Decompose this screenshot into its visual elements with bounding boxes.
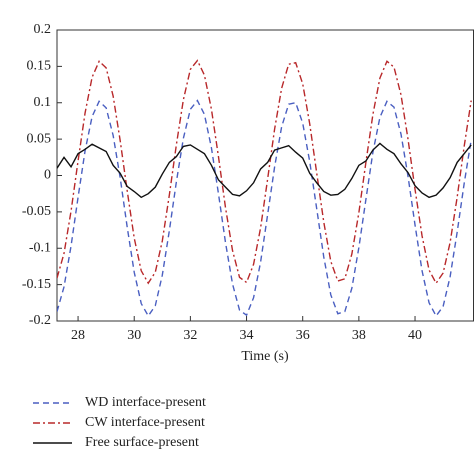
y-tick-label: 0.05 — [27, 131, 52, 146]
legend-label: WD interface-present — [85, 395, 206, 410]
y-tick-label: -0.15 — [22, 277, 51, 292]
x-tick-label: 36 — [296, 328, 310, 343]
x-tick-label: 40 — [408, 328, 422, 343]
y-tick-label: -0.1 — [29, 240, 51, 255]
x-tick-label: 32 — [183, 328, 197, 343]
y-tick-label: 0.1 — [34, 95, 52, 110]
plot-lines — [57, 59, 472, 318]
y-tick-label: 0.15 — [27, 59, 52, 74]
y-tick-label: -0.05 — [22, 204, 51, 219]
x-tick-label: 30 — [127, 328, 141, 343]
x-tick-label: 34 — [240, 328, 254, 343]
x-tick-label: 38 — [352, 328, 366, 343]
series-line — [57, 59, 472, 285]
x-axis-label: Time (s) — [241, 349, 289, 364]
y-tick-label: -0.2 — [29, 313, 51, 328]
legend-label: CW interface-present — [85, 415, 205, 430]
y-tick-label: 0 — [44, 168, 51, 183]
series-line — [57, 142, 472, 199]
y-tick-label: 0.2 — [34, 22, 52, 37]
series-line — [57, 99, 472, 318]
legend-label: Free surface-present — [85, 435, 199, 450]
x-tick-label: 28 — [71, 328, 85, 343]
